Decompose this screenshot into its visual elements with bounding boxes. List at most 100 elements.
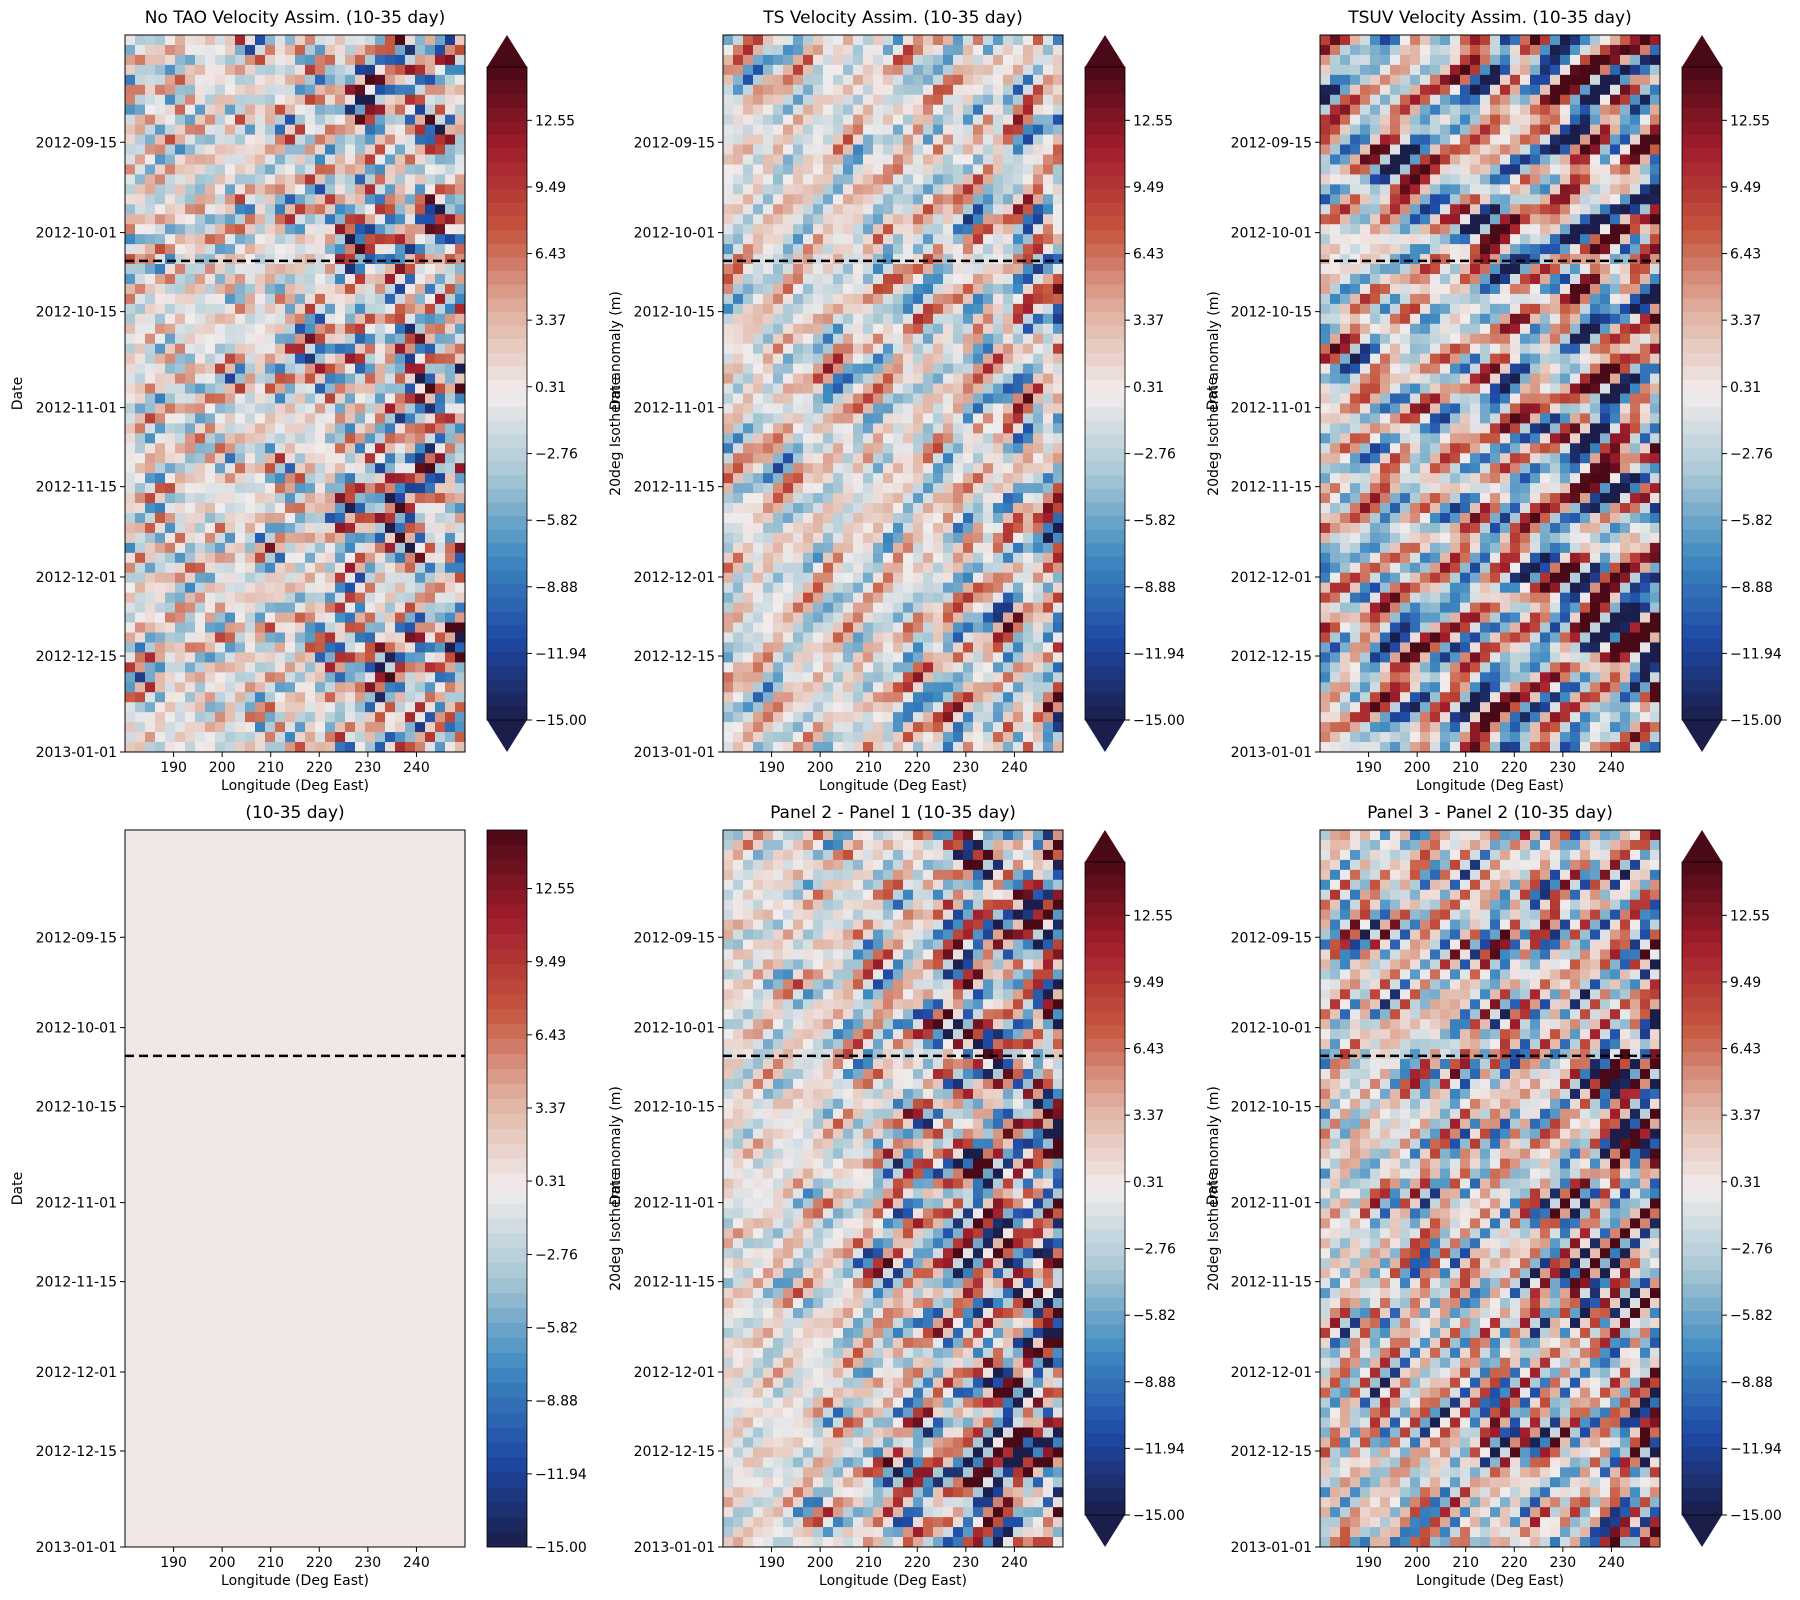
heatmap-cell bbox=[185, 522, 196, 534]
heatmap-cell bbox=[783, 582, 794, 594]
heatmap-cell bbox=[225, 234, 236, 245]
heatmap-cell bbox=[833, 124, 844, 135]
heatmap-cell bbox=[1053, 204, 1064, 215]
heatmap-cell bbox=[1033, 473, 1044, 484]
heatmap-cell bbox=[355, 542, 366, 554]
heatmap-cell bbox=[245, 104, 256, 116]
heatmap-cell bbox=[863, 164, 874, 175]
heatmap-cell bbox=[415, 35, 426, 46]
heatmap-cell bbox=[215, 513, 226, 524]
heatmap-cell bbox=[225, 333, 236, 345]
heatmap-cell bbox=[295, 104, 306, 116]
heatmap-cell bbox=[245, 204, 256, 215]
heatmap-cell bbox=[803, 672, 814, 683]
heatmap-cell bbox=[315, 562, 326, 574]
heatmap-cell bbox=[1043, 204, 1054, 215]
heatmap-cell bbox=[913, 104, 924, 116]
heatmap-cell bbox=[943, 493, 954, 504]
heatmap-cell bbox=[155, 114, 166, 126]
heatmap-cell bbox=[255, 722, 266, 733]
heatmap-cell bbox=[953, 194, 964, 205]
heatmap-cell bbox=[793, 144, 804, 155]
heatmap-cell bbox=[793, 343, 804, 355]
heatmap-cell bbox=[225, 134, 236, 145]
heatmap-cell bbox=[405, 264, 416, 275]
heatmap-cell bbox=[315, 353, 326, 365]
heatmap-cell bbox=[783, 642, 794, 653]
heatmap-cell bbox=[185, 712, 196, 723]
heatmap-cell bbox=[275, 393, 286, 404]
heatmap-cell bbox=[953, 164, 964, 175]
heatmap-cell bbox=[325, 323, 336, 335]
heatmap-cell bbox=[833, 712, 844, 723]
heatmap-cell bbox=[1013, 712, 1024, 723]
heatmap-cell bbox=[913, 194, 924, 205]
heatmap-cell bbox=[813, 622, 824, 633]
heatmap-cell bbox=[873, 622, 884, 633]
heatmap-cell bbox=[335, 542, 346, 554]
heatmap-cell bbox=[1023, 184, 1034, 195]
heatmap-cell bbox=[913, 433, 924, 444]
heatmap-cell bbox=[783, 552, 794, 564]
heatmap-cell bbox=[1043, 174, 1054, 185]
heatmap-cell bbox=[863, 124, 874, 135]
heatmap-cell bbox=[923, 94, 934, 106]
heatmap-cell bbox=[305, 84, 316, 96]
heatmap-cell bbox=[873, 373, 884, 384]
heatmap-cell bbox=[295, 403, 306, 414]
heatmap-cell bbox=[823, 542, 834, 554]
heatmap-cell bbox=[913, 562, 924, 574]
heatmap-cell bbox=[913, 274, 924, 285]
heatmap-cell bbox=[265, 303, 276, 315]
heatmap-cell bbox=[733, 84, 744, 96]
heatmap-cell bbox=[425, 522, 436, 534]
heatmap-cell bbox=[893, 174, 904, 185]
heatmap-cell bbox=[813, 35, 824, 46]
heatmap-cell bbox=[295, 194, 306, 205]
heatmap-cell bbox=[265, 542, 276, 554]
heatmap-cell bbox=[1023, 303, 1034, 315]
heatmap-cell bbox=[225, 283, 236, 295]
heatmap-cell bbox=[175, 592, 186, 604]
heatmap-cell bbox=[843, 393, 854, 404]
heatmap-cell bbox=[125, 503, 136, 514]
heatmap-cell bbox=[1033, 692, 1044, 703]
heatmap-cell bbox=[763, 692, 774, 703]
heatmap-cell bbox=[963, 522, 974, 534]
heatmap-cell bbox=[793, 443, 804, 454]
heatmap-cell bbox=[415, 712, 426, 723]
heatmap-cell bbox=[1013, 214, 1024, 225]
heatmap-cell bbox=[933, 234, 944, 245]
heatmap-cell bbox=[325, 582, 336, 594]
heatmap-cell bbox=[763, 572, 774, 584]
heatmap-cell bbox=[753, 742, 764, 753]
heatmap-cell bbox=[913, 343, 924, 355]
heatmap-cell bbox=[763, 423, 774, 434]
heatmap-cell bbox=[325, 194, 336, 205]
heatmap-cell bbox=[833, 94, 844, 106]
heatmap-cell bbox=[903, 274, 914, 285]
heatmap-cell bbox=[385, 164, 396, 175]
heatmap-cell bbox=[375, 154, 386, 165]
heatmap-cell bbox=[425, 274, 436, 285]
heatmap-cell bbox=[205, 264, 216, 275]
heatmap-cell bbox=[993, 114, 1004, 126]
heatmap-cell bbox=[165, 732, 176, 743]
heatmap-cell bbox=[883, 274, 894, 285]
x-tick-label: 220 bbox=[306, 760, 333, 776]
heatmap-cell bbox=[933, 722, 944, 733]
heatmap-cell bbox=[235, 463, 246, 474]
heatmap-cell bbox=[1023, 612, 1034, 623]
heatmap-cell bbox=[983, 453, 994, 464]
heatmap-cell bbox=[863, 174, 874, 185]
heatmap-cell bbox=[893, 652, 904, 663]
heatmap-cell bbox=[813, 582, 824, 594]
heatmap-cell bbox=[265, 35, 276, 46]
heatmap-cell bbox=[813, 532, 824, 544]
heatmap-cell bbox=[185, 463, 196, 474]
heatmap-cell bbox=[853, 552, 864, 564]
heatmap-cell bbox=[275, 234, 286, 245]
heatmap-cell bbox=[1003, 283, 1014, 295]
heatmap-cell bbox=[833, 333, 844, 345]
heatmap-cell bbox=[335, 692, 346, 703]
